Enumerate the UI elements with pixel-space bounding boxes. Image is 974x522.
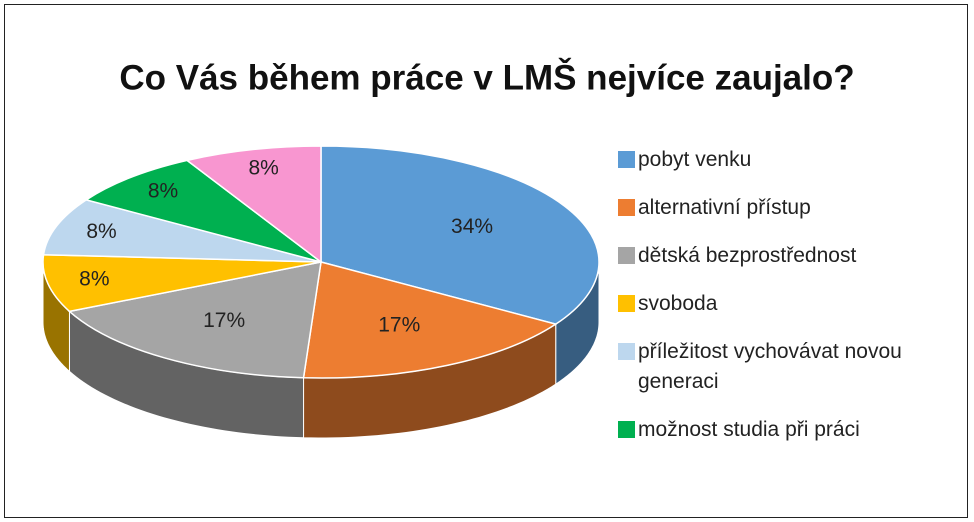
legend-label: dětská bezprostřednost (638, 244, 857, 267)
slice (302, 261, 558, 379)
data-label: 34% (451, 215, 493, 238)
legend-swatch (618, 247, 635, 264)
data-label: 8% (86, 220, 116, 243)
legend-item: pobyt venku (618, 145, 958, 175)
legend-label: alternativní přístup (638, 196, 811, 219)
slice (42, 253, 322, 313)
data-label: 8% (79, 268, 109, 291)
legend-swatch (618, 421, 635, 438)
legend-swatch (618, 343, 635, 360)
chart-title: Co Vás během práce v LMŠ nejvíce zaujalo… (119, 57, 854, 97)
legend-item: svoboda (618, 289, 958, 319)
legend-label: příležitost vychovávat novou generaci (638, 340, 902, 393)
legend-swatch (618, 295, 635, 312)
legend-item: dětská bezprostřednost (618, 241, 958, 271)
legend-label: možnost studia při práci (638, 418, 860, 441)
data-label: 8% (248, 156, 278, 179)
legend-item: příležitost vychovávat novou generaci (618, 337, 958, 397)
legend-swatch (618, 151, 635, 168)
data-label: 8% (148, 179, 178, 202)
legend-item: možnost studia při práci (618, 415, 958, 445)
legend-label: pobyt venku (638, 148, 752, 171)
slice (67, 261, 322, 379)
data-label: 17% (378, 314, 420, 337)
chart-frame (4, 4, 968, 518)
data-label: 17% (203, 309, 245, 332)
slice (84, 159, 322, 263)
slice (320, 145, 600, 325)
legend: pobyt venku alternativní přístup dětská be… (618, 145, 958, 463)
slice (185, 145, 322, 264)
slice (42, 199, 322, 263)
legend-swatch (618, 199, 635, 216)
legend-label: svoboda (638, 292, 718, 315)
legend-item: alternativní přístup (618, 193, 958, 223)
